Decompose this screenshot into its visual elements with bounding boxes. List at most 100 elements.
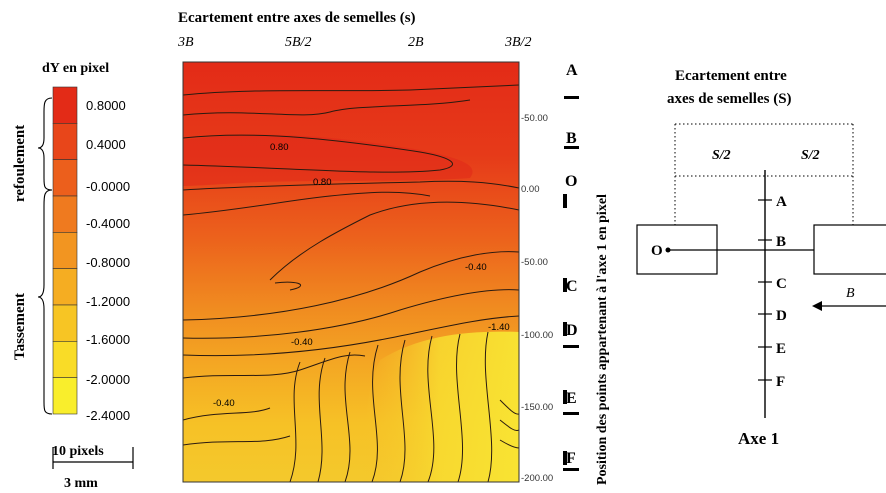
contour-label: -0.40 — [213, 398, 235, 409]
point-label-o: O — [565, 173, 577, 190]
footing-width-dimension: B — [812, 286, 886, 311]
colorbar-title: dY en pixel — [42, 61, 109, 76]
contour-lines — [183, 84, 519, 482]
half-spacing-right-label: S/2 — [801, 148, 820, 163]
colorbar-swatch — [52, 195, 78, 233]
footing-schematic: Ecartement entre axes de semelles (S) S/… — [636, 68, 886, 448]
point-tick — [564, 146, 579, 149]
point-tick — [563, 278, 567, 292]
point-label-d: D — [566, 322, 578, 339]
refoulement-brace — [37, 97, 53, 191]
arrow-head-icon — [812, 301, 822, 311]
point-tick — [563, 412, 579, 415]
axis-point-label-b: B — [776, 234, 786, 250]
origin-point — [665, 247, 671, 253]
colorbar-swatch — [52, 159, 78, 197]
colorbar-label: -0.4000 — [86, 216, 130, 231]
colorbar-swatch — [52, 123, 78, 160]
contour-labels: 0.80 0.80 -0.40 -0.40 -1.40 -0.40 — [213, 142, 510, 409]
contour-line — [183, 435, 291, 446]
contour-line — [499, 419, 519, 431]
axis-name-label: Axe 1 — [738, 429, 779, 448]
point-markers: A B O C D E F — [563, 62, 579, 471]
point-label-f: F — [566, 450, 576, 467]
y-tick-label: -50.00 — [521, 113, 548, 124]
scale-bar-top-label: 10 pixels — [52, 444, 104, 459]
half-spacing-left-label: S/2 — [712, 148, 731, 163]
footing-width-label: B — [846, 286, 855, 301]
y-tick-label: -100.00 — [521, 330, 553, 341]
spacing-dimension-lines — [674, 123, 854, 225]
axis-point-label-f: F — [776, 374, 785, 390]
colorbar-label: -0.8000 — [86, 255, 130, 270]
contour-line — [183, 251, 519, 321]
colorbar-swatch — [52, 268, 78, 306]
axis-point-label-a: A — [776, 194, 787, 210]
contour-line — [317, 357, 326, 482]
tassement-group: Tassement — [12, 189, 53, 415]
point-label-a: A — [566, 62, 578, 79]
colorbar-swatch — [52, 86, 78, 124]
contour-line — [183, 191, 431, 216]
refoulement-core — [183, 134, 473, 186]
point-tick — [563, 390, 567, 404]
contour-plot: 0.80 0.80 -0.40 -0.40 -1.40 -0.40 — [183, 62, 519, 482]
x-tick-label: 3B — [177, 35, 194, 50]
contour-label: -0.40 — [291, 337, 313, 348]
colorbar-swatch — [52, 232, 78, 269]
y-tick-label: -200.00 — [521, 473, 553, 484]
x-tick-label: 5B/2 — [285, 35, 311, 50]
point-tick — [563, 468, 579, 471]
contour-line — [183, 99, 471, 116]
colorbar-swatch — [52, 377, 78, 415]
origin-label: O — [651, 243, 663, 259]
contour-line — [499, 439, 519, 449]
contour-line — [183, 407, 271, 421]
colorbar-label: 0.4000 — [86, 137, 126, 152]
x-tick-labels: 3B 5B/2 2B 3B/2 — [177, 35, 531, 50]
axis-point-ticks — [758, 199, 772, 381]
axis-point-label-e: E — [776, 341, 786, 357]
right-footing — [813, 224, 886, 275]
plot-frame — [182, 61, 520, 483]
contour-line — [427, 335, 435, 482]
colorbar-label: -1.2000 — [86, 294, 130, 309]
tassement-brace — [37, 189, 53, 415]
colorbar-label: -2.0000 — [86, 372, 130, 387]
contour-label: -0.40 — [465, 262, 487, 273]
contour-line — [289, 361, 301, 482]
refoulement-label: refoulement — [12, 125, 28, 202]
colorbar-label: -2.4000 — [86, 408, 130, 423]
point-tick — [564, 96, 579, 99]
contour-label: 0.80 — [270, 142, 289, 153]
y-tick-label: -50.00 — [521, 257, 548, 268]
point-tick — [563, 194, 567, 208]
colorbar-label: -1.6000 — [86, 332, 130, 347]
y-axis-label: Position des points appartenant à l'axe … — [595, 194, 610, 485]
x-tick-label: 2B — [408, 35, 424, 50]
contour-line — [399, 339, 406, 482]
contour-line — [183, 289, 519, 339]
colorbar-labels: 0.8000 0.4000 -0.0000 -0.4000 -0.8000 -1… — [86, 98, 130, 423]
point-tick — [563, 322, 567, 336]
contour-line — [499, 399, 519, 415]
colorbar-swatches — [52, 86, 78, 415]
point-tick — [563, 451, 567, 465]
tassement-label: Tassement — [12, 293, 28, 360]
point-tick — [563, 345, 579, 348]
axis-point-label-d: D — [776, 308, 787, 324]
colorbar-swatch — [52, 304, 78, 342]
point-label-b: B — [566, 130, 577, 147]
scale-bar: 10 pixels 3 mm — [52, 444, 134, 491]
colorbar-label: -0.0000 — [86, 179, 130, 194]
contour-line — [484, 331, 493, 482]
plot-title: Ecartement entre axes de semelles (s) — [178, 10, 416, 26]
axis-point-label-c: C — [776, 276, 787, 292]
scale-bar-bottom-label: 3 mm — [64, 476, 98, 491]
contour-line — [183, 84, 519, 96]
x-tick-label: 3B/2 — [504, 35, 531, 50]
point-label-e: E — [566, 390, 577, 407]
contour-line — [183, 180, 519, 191]
schematic-title-line2: axes de semelles (S) — [667, 91, 792, 107]
y-tick-labels: -50.00 0.00 -50.00 -100.00 -150.00 -200.… — [521, 113, 553, 484]
